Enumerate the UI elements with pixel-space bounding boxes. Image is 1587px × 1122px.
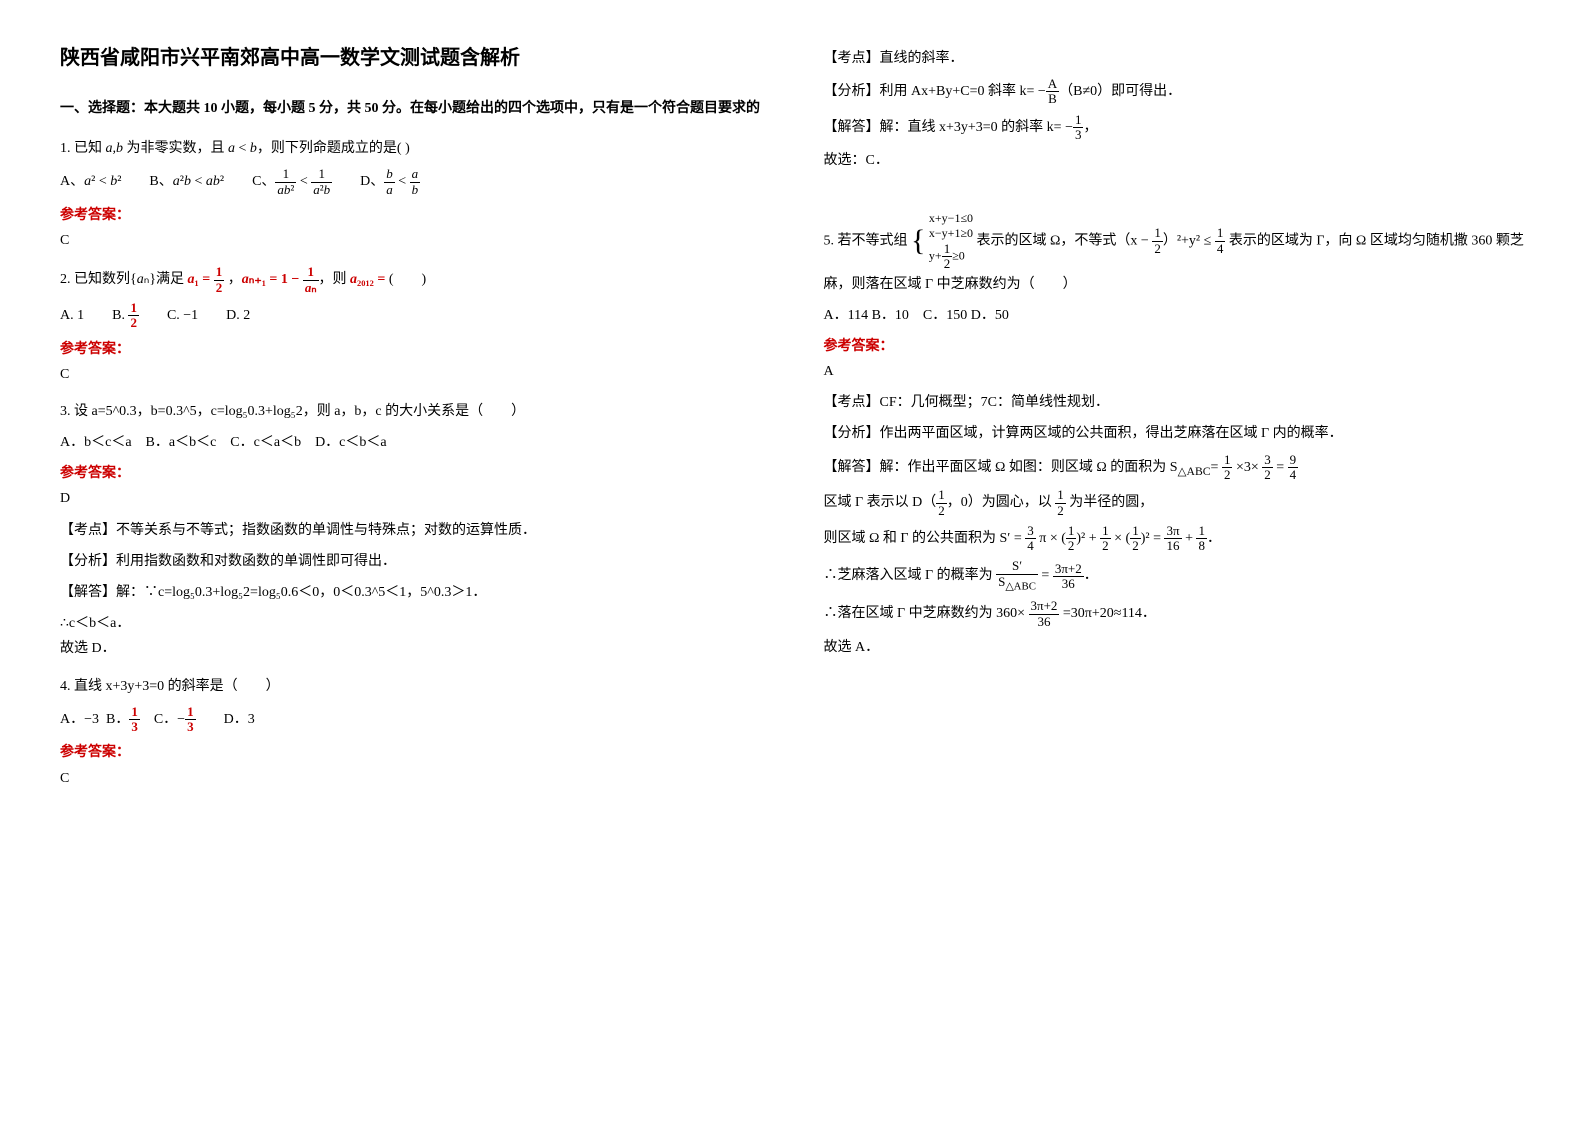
q5-answer: A bbox=[824, 359, 1528, 384]
q2-answer: C bbox=[60, 362, 764, 387]
q4-stem: 4. 直线 x+3y+3=0 的斜率是（ ） bbox=[60, 674, 764, 699]
question-5: 5. 若不等式组 { x+y−1≤0 x−y+1≥0 y+12≥0 表示的区域 … bbox=[824, 211, 1528, 660]
q2-stem: 2. 已知数列{aₙ}满足 a₁ = 12 ，aₙ₊₁ = 1 − 1aₙ，则 … bbox=[60, 265, 764, 295]
q4-jieda1: 【解答】解：直线 x+3y+3=0 的斜率 k= −13， bbox=[824, 113, 1528, 143]
answer-label: 参考答案： bbox=[60, 740, 764, 765]
q3-options: A．b＜c＜a B．a＜b＜c C．c＜a＜b D．c＜b＜a bbox=[60, 430, 764, 455]
q3-jieda2: ∴c＜b＜a． bbox=[60, 611, 764, 636]
q5-kaodian: 【考点】CF：几何概型；7C：简单线性规划． bbox=[824, 390, 1528, 415]
q2-options: A. 1 B. 12 C. −1 D. 2 bbox=[60, 301, 764, 331]
q5-options: A．114 B．10 C．150 D．50 bbox=[824, 303, 1528, 328]
q3-jieda3: 故选 D． bbox=[60, 636, 764, 661]
q5-jieda4: ∴芝麻落入区域 Γ 的概率为 S′S△ABC = 3π+236． bbox=[824, 559, 1528, 593]
q5-jieda2: 区域 Γ 表示以 D（12，0）为圆心，以 12 为半径的圆， bbox=[824, 488, 1528, 518]
section-header: 一、选择题：本大题共 10 小题，每小题 5 分，共 50 分。在每小题给出的四… bbox=[60, 96, 764, 121]
q5-jieda5: ∴落在区域 Γ 中芝麻数约为 360× 3π+236 =30π+20≈114． bbox=[824, 599, 1528, 629]
q5-jieda1: 【解答】解：作出平面区域 Ω 如图：则区域 Ω 的面积为 S△ABC= 12 ×… bbox=[824, 453, 1528, 483]
q4-fenxi: 【分析】利用 Ax+By+C=0 斜率 k= −AB（B≠0）即可得出． bbox=[824, 77, 1528, 107]
answer-label: 参考答案： bbox=[60, 461, 764, 486]
q4-kaodian: 【考点】直线的斜率． bbox=[824, 46, 1528, 71]
q1-options: A、a² < b² B、a²b < ab² C、1ab² < 1a²b D、ba… bbox=[60, 167, 764, 197]
q5-stem: 5. 若不等式组 { x+y−1≤0 x−y+1≥0 y+12≥0 表示的区域 … bbox=[824, 211, 1528, 297]
right-column: 【考点】直线的斜率． 【分析】利用 Ax+By+C=0 斜率 k= −AB（B≠… bbox=[824, 40, 1528, 803]
q3-fenxi: 【分析】利用指数函数和对数函数的单调性即可得出． bbox=[60, 549, 764, 574]
q3-answer: D bbox=[60, 486, 764, 511]
q1-stem: 1. 已知 a,b 为非零实数，且 a < b，则下列命题成立的是( ) bbox=[60, 136, 764, 161]
page-title: 陕西省咸阳市兴平南郊高中高一数学文测试题含解析 bbox=[60, 40, 764, 76]
question-1: 1. 已知 a,b 为非零实数，且 a < b，则下列命题成立的是( ) A、a… bbox=[60, 136, 764, 253]
question-4: 4. 直线 x+3y+3=0 的斜率是（ ） A．−3 B．13 C．−13 D… bbox=[60, 674, 764, 791]
q5-fenxi: 【分析】作出两平面区域，计算两区域的公共面积，得出芝麻落在区域 Γ 内的概率． bbox=[824, 421, 1528, 446]
q1-answer: C bbox=[60, 228, 764, 253]
q3-stem: 3. 设 a=5^0.3，b=0.3^5，c=log₅0.3+log₅2，则 a… bbox=[60, 399, 764, 424]
answer-label: 参考答案： bbox=[824, 334, 1528, 359]
left-column: 陕西省咸阳市兴平南郊高中高一数学文测试题含解析 一、选择题：本大题共 10 小题… bbox=[60, 40, 764, 803]
q5-jieda3: 则区域 Ω 和 Γ 的公共面积为 S′ = 34 π × (12)² + 12 … bbox=[824, 524, 1528, 554]
q5-jieda6: 故选 A． bbox=[824, 635, 1528, 660]
question-3: 3. 设 a=5^0.3，b=0.3^5，c=log₅0.3+log₅2，则 a… bbox=[60, 399, 764, 662]
q3-jieda1: 【解答】解：∵c=log₅0.3+log₅2=log₅0.6＜0，0＜0.3^5… bbox=[60, 580, 764, 605]
q4-answer: C bbox=[60, 766, 764, 791]
question-2: 2. 已知数列{aₙ}满足 a₁ = 12 ，aₙ₊₁ = 1 − 1aₙ，则 … bbox=[60, 265, 764, 387]
q3-kaodian: 【考点】不等关系与不等式；指数函数的单调性与特殊点；对数的运算性质． bbox=[60, 518, 764, 543]
answer-label: 参考答案： bbox=[60, 337, 764, 362]
answer-label: 参考答案： bbox=[60, 203, 764, 228]
q4-jieda2: 故选：C． bbox=[824, 148, 1528, 173]
q4-options: A．−3 B．13 C．−13 D．3 bbox=[60, 705, 764, 735]
